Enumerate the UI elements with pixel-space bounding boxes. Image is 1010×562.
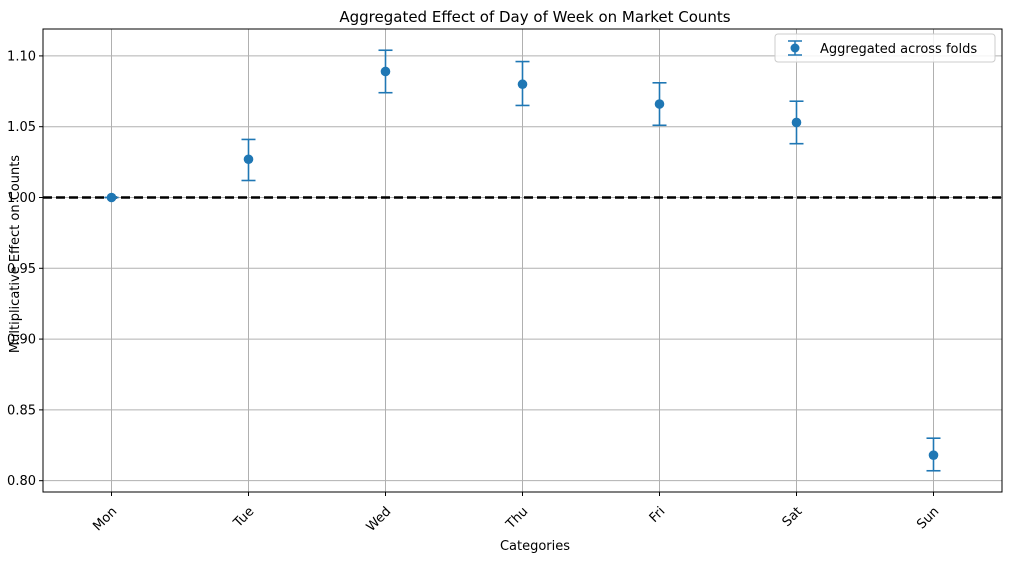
y-tick-label: 0.90 — [7, 333, 36, 348]
chart-title: Aggregated Effect of Day of Week on Mark… — [339, 8, 730, 26]
x-tick-label: Tue — [230, 504, 257, 531]
x-axis-label: Categories — [500, 539, 570, 554]
legend-box — [774, 33, 996, 63]
axis-ticks: Mon Tue Wed Thu Fri Sat Sun 0.80 0.85 0.90 0.95 1.0… — [7, 49, 942, 534]
legend-label: Aggregated across folds — [820, 42, 977, 57]
y-tick-label: 1.10 — [7, 49, 36, 64]
data-point — [517, 79, 528, 90]
x-tick-label: Thu — [503, 504, 532, 533]
data-series — [104, 49, 941, 472]
x-tick-label: Sun — [914, 504, 942, 532]
data-point — [928, 450, 939, 460]
y-tick-label: 0.95 — [7, 262, 36, 277]
x-tick-label: Sat — [780, 504, 806, 530]
y-tick-label: 0.80 — [7, 474, 36, 489]
data-point — [380, 66, 391, 77]
data-point — [791, 117, 802, 128]
y-axis-label: Multiplicative Effect on Counts — [8, 155, 23, 353]
y-tick-label: 0.85 — [7, 403, 36, 418]
x-tick-label: Wed — [364, 504, 395, 535]
data-point — [106, 192, 117, 203]
x-tick-label: Fri — [647, 504, 669, 526]
data-point — [654, 99, 665, 109]
y-tick-label: 1.00 — [7, 191, 36, 206]
y-tick-label: 1.05 — [7, 120, 36, 135]
legend: Aggregated across folds — [774, 33, 996, 63]
data-point — [243, 154, 254, 165]
legend-marker — [788, 40, 802, 56]
x-tick-label: Mon — [90, 504, 120, 534]
